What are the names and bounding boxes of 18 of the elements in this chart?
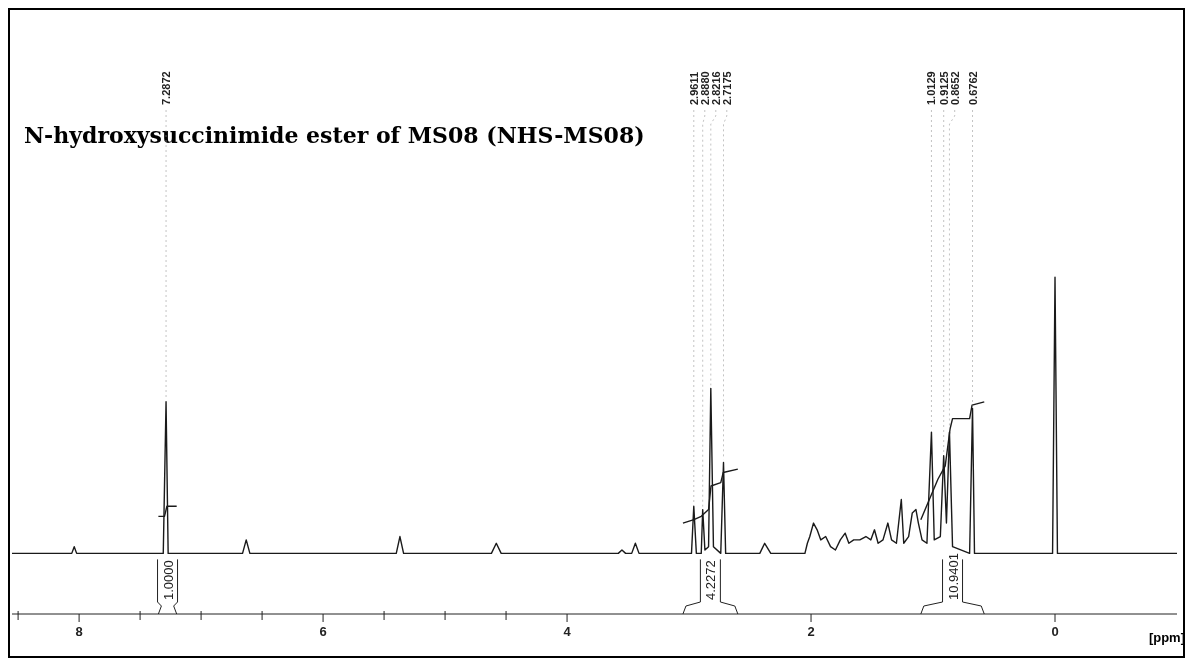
annotation: 1.0129 [925, 71, 938, 105]
x-tick-label: 2 [807, 624, 815, 639]
annotation: 0.6762 [966, 71, 979, 105]
annotation: 4.2272 [703, 560, 719, 600]
annotation: 0.9125 [937, 71, 950, 105]
x-tick-label: 6 [319, 624, 327, 639]
annotation: 1.0000 [160, 560, 176, 600]
annotation: 10.9401 [945, 553, 961, 600]
x-tick-label: 0 [1051, 624, 1059, 639]
annotation: 2.7175 [720, 71, 733, 105]
annotation: 7.2872 [160, 71, 173, 105]
annotation: 2.9611 [687, 71, 700, 105]
annotation: 2.8880 [698, 71, 711, 105]
annotation: 2.8216 [709, 71, 722, 105]
x-tick-label: 4 [563, 624, 572, 639]
annotation: 0.8652 [948, 71, 961, 105]
x-tick-label: 8 [75, 624, 83, 639]
chart-title: N-hydroxysuccinimide ester of MS08 (NHS-MS08) [24, 122, 645, 148]
